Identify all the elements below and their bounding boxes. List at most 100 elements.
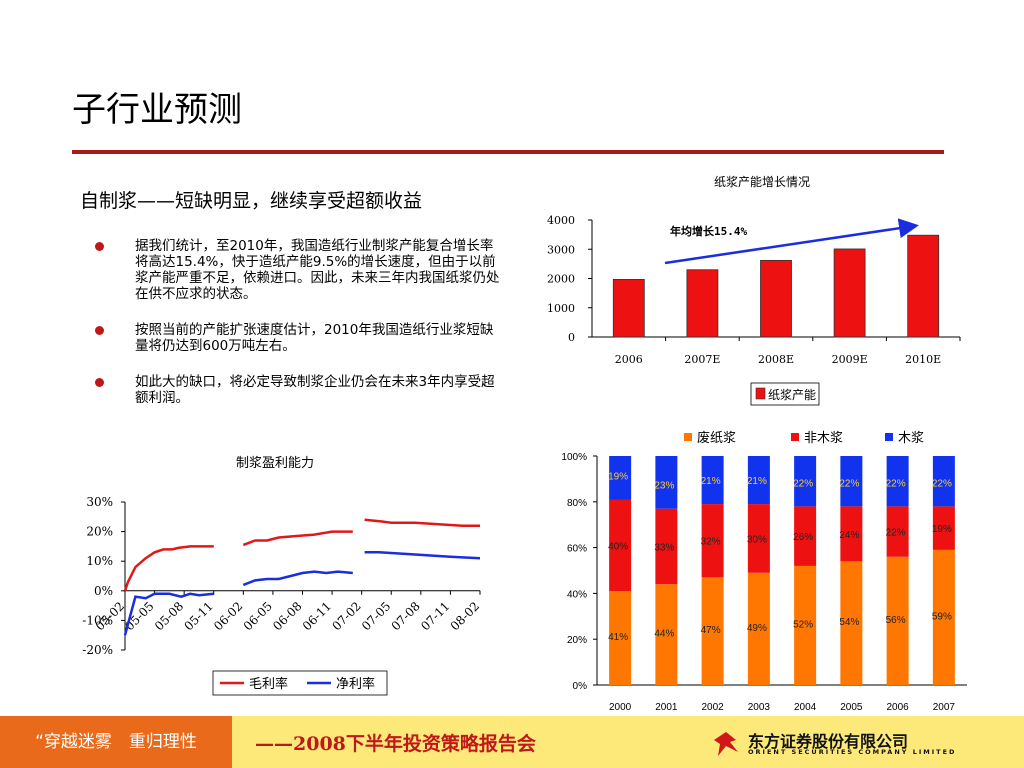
legend-swatch bbox=[755, 387, 766, 400]
y-tick-label: 20% bbox=[86, 525, 113, 539]
bar-segment-2002-非木浆 bbox=[701, 504, 724, 578]
bar-segment-2004-废纸浆 bbox=[794, 565, 817, 685]
bar-segment-2007-废纸浆 bbox=[932, 549, 955, 685]
legend-swatch bbox=[684, 433, 692, 441]
page-title: 子行业预测 bbox=[72, 90, 242, 130]
legend-label: 净利率 bbox=[336, 676, 375, 692]
x-tick-label: 2002 bbox=[702, 702, 725, 713]
legend-swatch bbox=[791, 433, 799, 441]
bullet-item: 如此大的缺口，将必定导致制浆企业仍会在未来3年内享受超额利润。 bbox=[95, 374, 505, 406]
bar-segment-2001-废纸浆 bbox=[655, 584, 678, 685]
bullet-dot-icon bbox=[95, 378, 104, 387]
x-tick-label: 08-02 bbox=[448, 599, 482, 633]
bar-segment-2001-木浆 bbox=[655, 456, 678, 509]
orient-securities-logo-icon bbox=[714, 732, 738, 756]
series-line-毛利率 bbox=[123, 545, 214, 592]
bullet-dot-icon bbox=[95, 242, 104, 251]
series-line-净利率 bbox=[364, 551, 481, 560]
x-tick-label: 2001 bbox=[655, 702, 678, 713]
bullet-text: 据我们统计，至2010年，我国造纸行业制浆产能复合增长率将高达15.4%，快于造… bbox=[135, 238, 500, 302]
pulp-structure-chart: 废纸浆 非木浆 木浆 0% 20% 40% 60% 80% 100% 41% 40% 19% 2000 4… bbox=[561, 430, 967, 713]
data-label: 49% bbox=[747, 623, 767, 634]
bullet-dot-icon bbox=[95, 326, 104, 335]
x-tick-label: 07-02 bbox=[329, 599, 363, 633]
bar-2008E bbox=[760, 259, 792, 338]
x-tick-label: 2005 bbox=[840, 702, 863, 713]
x-tick-label: 2003 bbox=[748, 702, 771, 713]
y-tick-label: -10% bbox=[82, 613, 113, 627]
y-tick-label: 4000 bbox=[547, 214, 575, 227]
bar-segment-2006-木浆 bbox=[886, 456, 909, 507]
bar-segment-2003-木浆 bbox=[747, 456, 770, 505]
series-line-净利率 bbox=[123, 592, 214, 636]
data-label: 33% bbox=[654, 542, 674, 553]
legend-label: 非木浆 bbox=[804, 431, 843, 446]
y-tick-label: 0% bbox=[94, 584, 113, 598]
x-tick-label: 2007E bbox=[684, 353, 720, 366]
data-label: 22% bbox=[932, 478, 952, 489]
series-line-净利率 bbox=[242, 570, 353, 587]
y-tick-label: 40% bbox=[567, 589, 587, 600]
bar-segment-2006-非木浆 bbox=[886, 506, 909, 557]
data-label: 22% bbox=[793, 478, 813, 489]
growth-trend-arrow bbox=[664, 218, 919, 265]
chart-title: 制浆盈利能力 bbox=[236, 456, 314, 471]
bar-segment-2005-非木浆 bbox=[840, 506, 863, 562]
y-tick-label: 10% bbox=[86, 554, 113, 568]
bar-segment-2000-非木浆 bbox=[609, 499, 632, 592]
data-label: 32% bbox=[701, 537, 721, 548]
data-label: 30% bbox=[747, 534, 767, 545]
x-tick-label: 2000 bbox=[609, 702, 632, 713]
footer-bar: “穿越迷雾 重归理性 ——2008下半年投资策略报告会 东方证券股份有限公司 O… bbox=[0, 716, 1024, 768]
section-subtitle: 自制浆——短缺明显，继续享受超额收益 bbox=[80, 190, 423, 212]
legend-swatch bbox=[885, 433, 893, 441]
bar-segment-2004-木浆 bbox=[794, 456, 817, 507]
y-tick-label: 3000 bbox=[547, 243, 575, 256]
data-label: 56% bbox=[886, 615, 906, 626]
legend-label: 毛利率 bbox=[249, 676, 288, 692]
pulp-profit-chart: 制浆盈利能力30%20%10%0%-10%-20%05-0205-0505-08… bbox=[82, 456, 482, 696]
bar-segment-2007-非木浆 bbox=[932, 506, 955, 550]
bullet-item: 据我们统计，至2010年，我国造纸行业制浆产能复合增长率将高达15.4%，快于造… bbox=[95, 238, 505, 302]
bar-2010E bbox=[907, 234, 940, 338]
data-label: 52% bbox=[793, 619, 813, 630]
data-label: 41% bbox=[608, 632, 628, 643]
bar-segment-2000-木浆 bbox=[609, 456, 632, 500]
bar-2009E bbox=[833, 248, 866, 338]
x-tick-label: 06-11 bbox=[300, 599, 334, 633]
x-tick-label: 07-08 bbox=[389, 599, 423, 633]
footer-slogan: “穿越迷雾 重归理性 bbox=[0, 716, 232, 768]
data-label: 44% bbox=[654, 629, 674, 640]
data-label: 23% bbox=[654, 481, 674, 492]
title-divider bbox=[72, 150, 944, 154]
bar-segment-2003-非木浆 bbox=[747, 504, 770, 573]
bar-segment-2006-废纸浆 bbox=[886, 556, 909, 685]
y-tick-label: 80% bbox=[567, 498, 587, 509]
y-tick-label: 1000 bbox=[547, 302, 575, 315]
bullet-text: 如此大的缺口，将必定导致制浆企业仍会在未来3年内享受超额利润。 bbox=[135, 374, 495, 406]
data-label: 59% bbox=[932, 611, 952, 622]
data-label: 26% bbox=[793, 532, 813, 543]
series-line-毛利率 bbox=[242, 530, 353, 547]
bar-segment-2005-废纸浆 bbox=[840, 561, 863, 685]
bar-2007E bbox=[686, 269, 719, 338]
growth-annotation: 年均增长15.4% bbox=[670, 224, 747, 238]
data-label: 22% bbox=[886, 478, 906, 489]
x-tick-label: 06-08 bbox=[270, 599, 304, 633]
x-tick-label: 2006 bbox=[615, 353, 643, 366]
y-tick-label: 2000 bbox=[547, 273, 575, 286]
bar-segment-2002-废纸浆 bbox=[701, 577, 724, 685]
legend-box bbox=[750, 382, 820, 406]
data-label: 19% bbox=[932, 524, 952, 535]
x-tick-label: 05-08 bbox=[152, 599, 186, 633]
bar-segment-2005-木浆 bbox=[840, 456, 863, 507]
y-tick-label: 0% bbox=[573, 681, 588, 692]
data-label: 22% bbox=[886, 528, 906, 539]
bar-segment-2002-木浆 bbox=[701, 456, 724, 505]
company-name-en: ORIENT SECURITIES COMPANY LIMITED bbox=[748, 748, 957, 756]
y-tick-label: -20% bbox=[82, 643, 113, 657]
y-tick-label: 100% bbox=[561, 452, 587, 463]
x-tick-label: 2010E bbox=[905, 353, 941, 366]
data-label: 21% bbox=[747, 476, 767, 487]
legend-label: 木浆 bbox=[898, 431, 924, 446]
